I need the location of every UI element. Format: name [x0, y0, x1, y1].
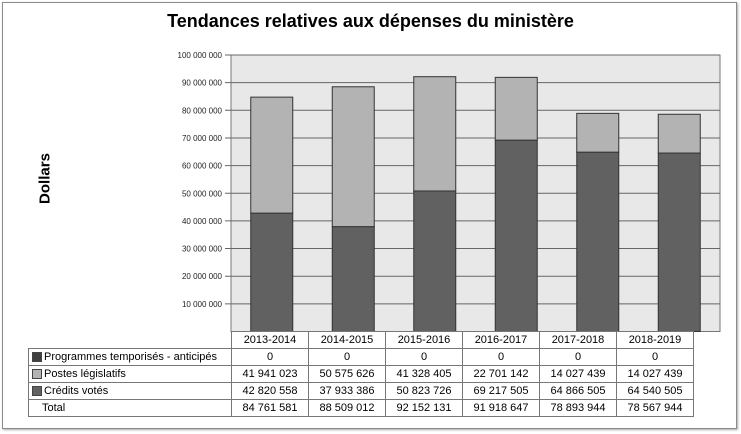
bar-cr-dits-vot-s-2018-2019	[657, 152, 701, 332]
y-tick-label: 90 000 000	[182, 79, 223, 88]
y-tick-label: 80 000 000	[182, 106, 223, 115]
data-label: 0	[539, 348, 617, 366]
bar-cr-dits-vot-s-2014-2015	[331, 226, 375, 332]
y-tick-label: 10 000 000	[182, 300, 223, 309]
data-label: 42 820 558	[231, 382, 309, 400]
bar-cr-dits-vot-s-2015-2016	[413, 190, 457, 332]
total-value: 88 509 012	[308, 399, 386, 417]
bar-cr-dits-vot-s-2016-2017	[494, 139, 538, 332]
data-label: 41 941 023	[231, 365, 309, 383]
data-table: 2013-2014 2014-2015 2015-2016 2016-2017 2017…	[28, 331, 694, 417]
data-label: 50 575 626	[308, 365, 386, 383]
y-tick-label: 60 000 000	[182, 162, 223, 171]
total-value: 78 567 944	[616, 399, 694, 417]
table-row-total: Total 84 761 581 88 509 012 92 152 131 91 91…	[28, 399, 694, 417]
legend-swatch	[32, 352, 42, 363]
data-label: 0	[462, 348, 540, 366]
bar-postes-l-gislatifs-2017-2018	[576, 112, 620, 153]
bar-postes-l-gislatifs-2015-2016	[413, 76, 457, 192]
chart-frame	[2, 2, 737, 429]
legend-label: Crédits votés	[44, 385, 109, 397]
legend-swatch	[32, 386, 42, 397]
table-header-row: 2013-2014 2014-2015 2015-2016 2016-2017 2017…	[28, 331, 694, 349]
data-label: 14 027 439	[616, 365, 694, 383]
table-corner	[28, 331, 232, 349]
table-row: Postes législatifs 41 941 023 50 575 626 41…	[28, 365, 694, 383]
x-tick-label: 2015-2016	[385, 331, 463, 349]
data-label: 50 823 726	[385, 382, 463, 400]
data-label: 69 217 505	[462, 382, 540, 400]
bar-postes-l-gislatifs-2018-2019	[657, 113, 701, 154]
data-label: 0	[231, 348, 309, 366]
x-tick-label: 2016-2017	[462, 331, 540, 349]
bar-postes-l-gislatifs-2016-2017	[494, 76, 538, 141]
bar-postes-l-gislatifs-2014-2015	[331, 86, 375, 228]
legend-swatch	[32, 369, 42, 380]
x-tick-label: 2013-2014	[231, 331, 309, 349]
data-label: 14 027 439	[539, 365, 617, 383]
total-value: 84 761 581	[231, 399, 309, 417]
total-label: Total	[28, 399, 232, 417]
bar-cr-dits-vot-s-2017-2018	[576, 151, 620, 332]
data-label: 0	[616, 348, 694, 366]
y-tick-label: 70 000 000	[182, 134, 223, 143]
total-value: 92 152 131	[385, 399, 463, 417]
data-label: 64 540 505	[616, 382, 694, 400]
data-label: 22 701 142	[462, 365, 540, 383]
data-label: 0	[385, 348, 463, 366]
y-tick-label: 20 000 000	[182, 272, 223, 281]
data-label: 0	[308, 348, 386, 366]
legend-entry: Postes législatifs	[28, 365, 232, 383]
legend-label: Programmes temporisés - anticipés	[44, 351, 218, 363]
bar-cr-dits-vot-s-2013-2014	[250, 212, 294, 332]
total-value: 91 918 647	[462, 399, 540, 417]
bar-postes-l-gislatifs-2013-2014	[250, 96, 294, 214]
x-tick-label: 2017-2018	[539, 331, 617, 349]
x-tick-label: 2018-2019	[616, 331, 694, 349]
table-row: Crédits votés 42 820 558 37 933 386 50 823 …	[28, 382, 694, 400]
legend-label: Postes législatifs	[44, 368, 126, 380]
legend-entry: Programmes temporisés - anticipés	[28, 348, 232, 366]
chart-title: Tendances relatives aux dépenses du mini…	[167, 11, 574, 31]
y-tick-label: 30 000 000	[182, 245, 223, 254]
data-label: 64 866 505	[539, 382, 617, 400]
legend-entry: Crédits votés	[28, 382, 232, 400]
y-tick-label: 40 000 000	[182, 217, 223, 226]
data-label: 41 328 405	[385, 365, 463, 383]
x-tick-label: 2014-2015	[308, 331, 386, 349]
data-label: 37 933 386	[308, 382, 386, 400]
table-row: Programmes temporisés - anticipés 0 0 0 0 0 0	[28, 348, 694, 366]
y-tick-label: 100 000 000	[178, 51, 223, 60]
y-tick-label: 50 000 000	[182, 189, 223, 198]
total-value: 78 893 944	[539, 399, 617, 417]
